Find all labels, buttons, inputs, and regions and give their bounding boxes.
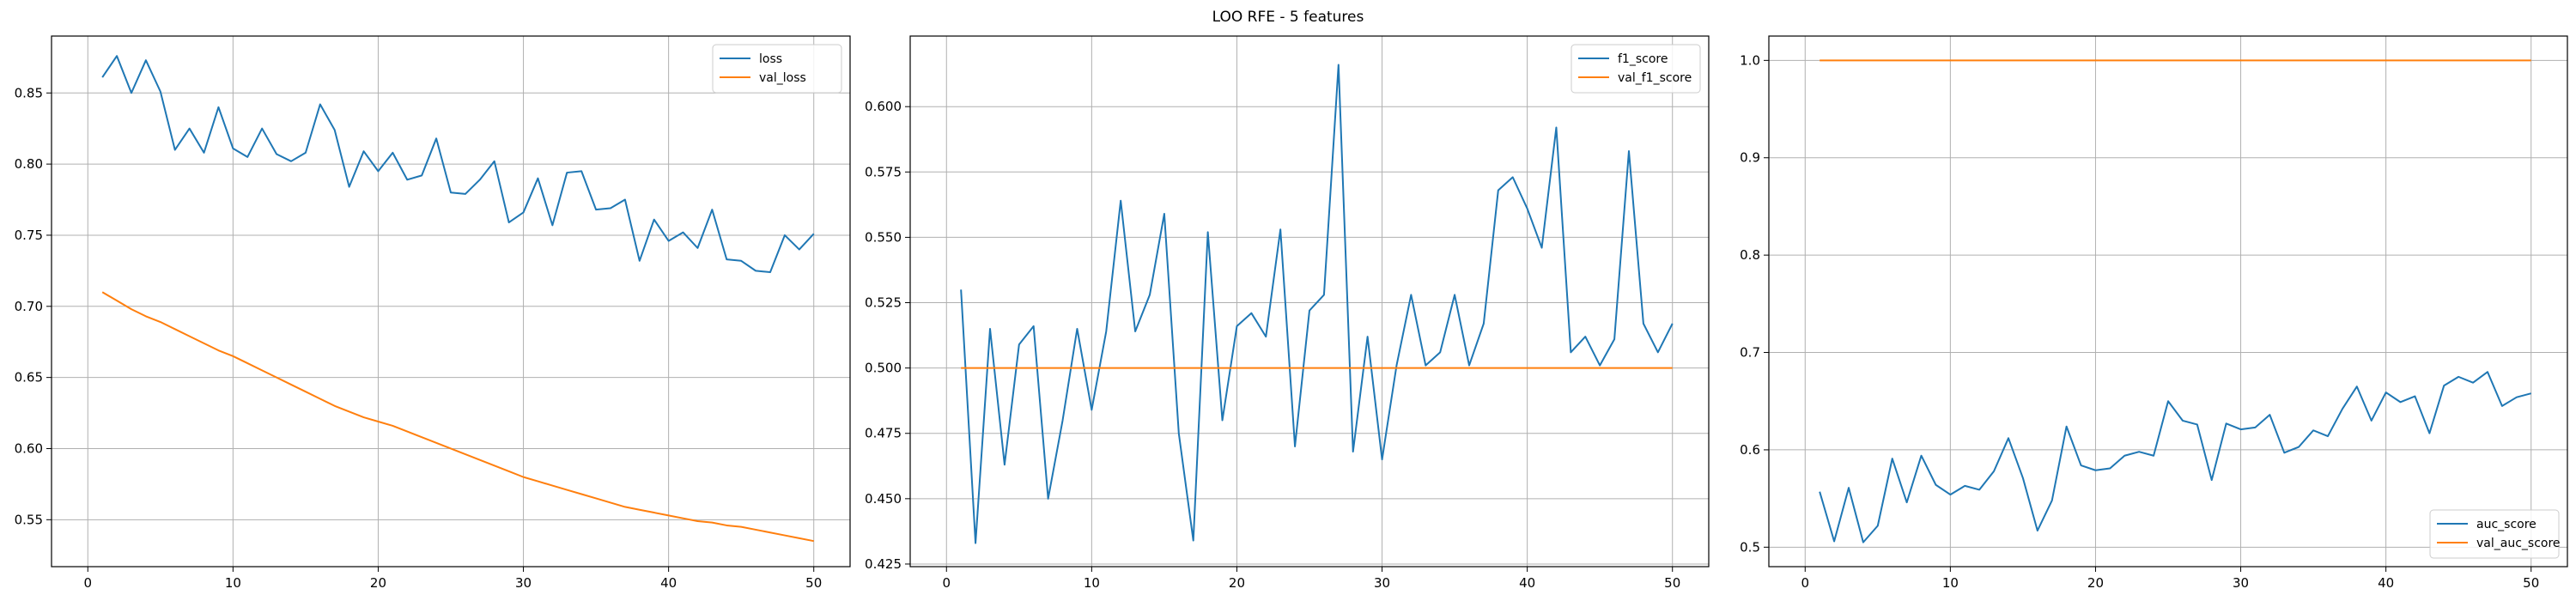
y-tick-label: 0.8: [1740, 247, 1760, 263]
x-tick-label: 30: [2233, 575, 2249, 591]
chart-panel-2: 0 10 20 30 40 50 0.425 0.450 0.475 0.500 0.525 0.55…: [865, 35, 1710, 591]
x-tick-label: 40: [1519, 575, 1535, 591]
x-tick-label: 50: [805, 575, 822, 591]
y-tick-label: 0.475: [865, 426, 902, 441]
y-tick-label: 0.425: [865, 556, 902, 572]
legend: auc_score val_auc_score: [2429, 509, 2561, 559]
y-tick-label: 1.0: [1740, 52, 1760, 68]
series-line-val_loss: [101, 291, 814, 543]
y-tick-label: 0.60: [15, 440, 43, 456]
axes-frame: [1768, 35, 2568, 568]
x-tick-label: 20: [370, 575, 386, 591]
legend-label: loss: [759, 52, 782, 66]
y-tick-label: 0.525: [865, 295, 902, 311]
x-tick-label: 10: [1084, 575, 1100, 591]
y-tick-label: 0.550: [865, 229, 902, 245]
x-tick-label: 20: [1229, 575, 1245, 591]
series-line-auc_score: [1819, 371, 2531, 543]
x-tick-label: 40: [660, 575, 677, 591]
x-tick-label: 30: [1374, 575, 1390, 591]
axes-frame: [909, 35, 1710, 568]
legend-label: val_auc_score: [2476, 537, 2561, 550]
x-tick-label: 10: [1942, 575, 1959, 591]
x-tick-label: 50: [2523, 575, 2539, 591]
legend: f1_score val_f1_score: [1571, 44, 1701, 94]
y-tick-label: 0.450: [865, 491, 902, 507]
x-tick-label: 30: [515, 575, 532, 591]
y-tick-label: 0.7: [1740, 345, 1760, 361]
x-tick-label: 40: [2378, 575, 2394, 591]
y-tick-label: 0.600: [865, 99, 902, 114]
y-tick-label: 0.85: [15, 85, 43, 100]
legend-label: val_f1_score: [1618, 71, 1692, 85]
x-tick-label: 0: [1801, 575, 1809, 591]
y-tick-label: 0.9: [1740, 150, 1760, 166]
chart-panel-1: 0 10 20 30 40 50 0.55 0.60 0.65 0.70 0.75 0.80 0.85 l…: [15, 35, 851, 591]
legend-label: auc_score: [2476, 518, 2537, 531]
y-tick-label: 0.65: [15, 370, 43, 385]
legend: loss val_loss: [712, 44, 842, 94]
x-tick-label: 50: [1664, 575, 1680, 591]
series-line-f1_score: [960, 64, 1674, 544]
y-tick-label: 0.55: [15, 512, 43, 527]
legend-box: [1571, 44, 1701, 94]
y-tick-label: 0.6: [1740, 442, 1760, 458]
legend-label: f1_score: [1618, 52, 1668, 66]
axes-frame: [51, 35, 851, 568]
legend-label: val_loss: [759, 71, 806, 85]
y-tick-label: 0.575: [865, 164, 902, 179]
legend-box: [2429, 509, 2560, 559]
legend-box: [712, 44, 842, 94]
series-line-loss: [101, 55, 815, 274]
x-tick-label: 0: [83, 575, 92, 591]
x-tick-label: 10: [225, 575, 241, 591]
y-tick-label: 0.5: [1740, 539, 1760, 555]
y-tick-label: 0.500: [865, 361, 902, 376]
y-tick-label: 0.80: [15, 156, 43, 172]
y-tick-label: 0.75: [15, 228, 43, 243]
y-tick-label: 0.70: [15, 299, 43, 314]
x-tick-label: 20: [2087, 575, 2104, 591]
figure-title: LOO RFE - 5 features: [1212, 9, 1364, 26]
x-tick-label: 0: [942, 575, 951, 591]
chart-panel-3: 0 10 20 30 40 50 0.5 0.6 0.7 0.8 0.9 1.0 auc_scoreva…: [1740, 35, 2568, 591]
